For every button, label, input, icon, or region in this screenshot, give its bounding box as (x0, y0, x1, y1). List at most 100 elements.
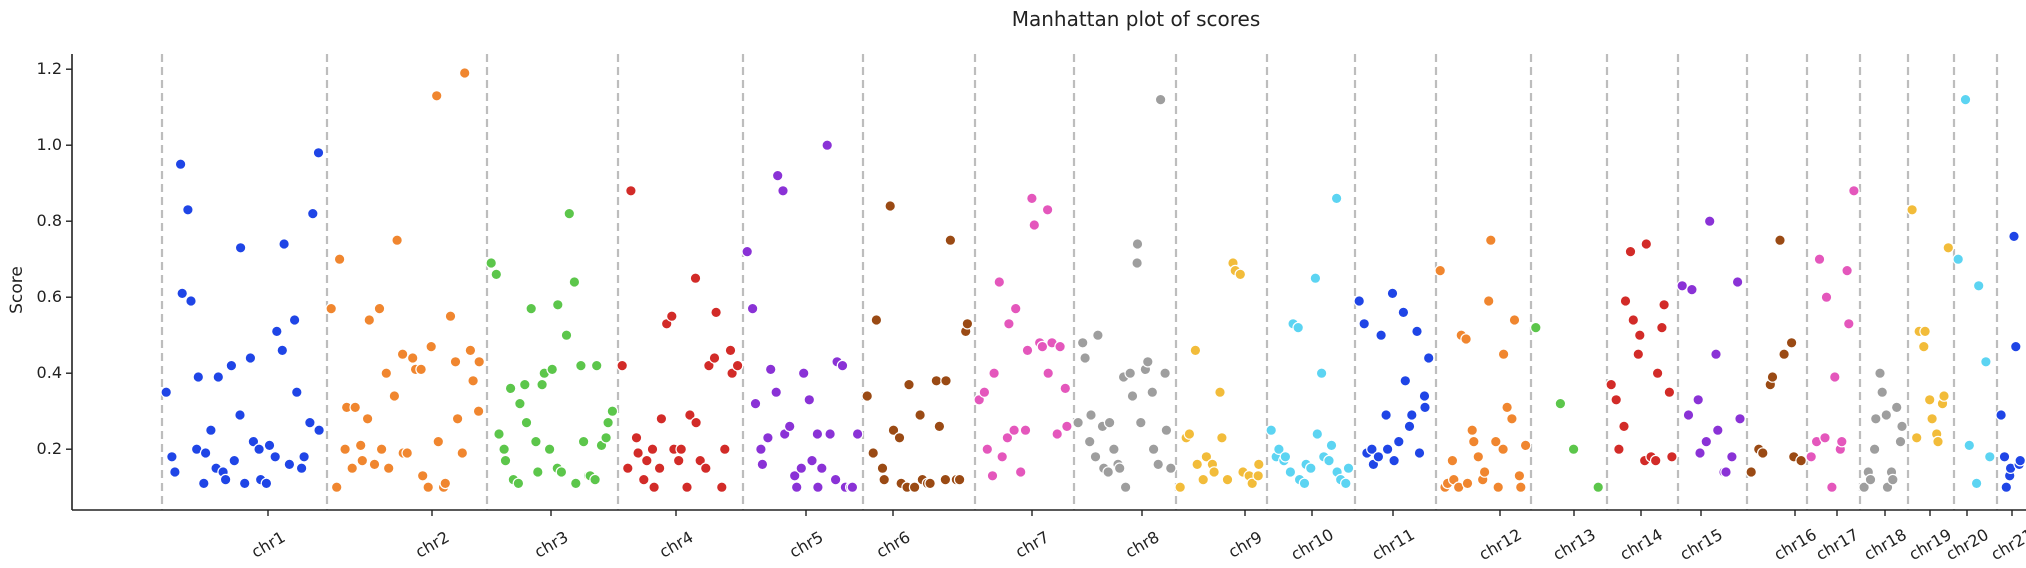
data-point (655, 412, 668, 425)
data-point (425, 340, 437, 353)
data-point (1309, 272, 1322, 284)
data-point (1147, 443, 1160, 455)
data-point (238, 477, 251, 490)
data-point (283, 458, 296, 471)
data-point (731, 359, 744, 372)
data-point (458, 67, 471, 79)
data-point (198, 477, 210, 490)
data-point (1970, 477, 1983, 490)
x-tick-label: chr11 (1369, 525, 1418, 564)
data-point (884, 200, 896, 212)
data-point (278, 238, 290, 250)
data-point (464, 344, 477, 357)
data-point (746, 302, 759, 315)
data-point (518, 378, 531, 391)
data-point (543, 443, 556, 455)
data-point (1651, 367, 1664, 379)
data-point (174, 158, 187, 170)
y-tick-label: 0.4 (37, 363, 62, 382)
data-point (1686, 283, 1698, 296)
data-point (577, 435, 590, 448)
data-point (878, 473, 890, 486)
data-point (1174, 481, 1186, 493)
data-point (771, 169, 784, 182)
data-point (770, 386, 782, 398)
data-point (422, 481, 434, 493)
data-point (205, 424, 217, 436)
data-point (1482, 295, 1495, 307)
data-point (724, 344, 737, 357)
data-point (349, 401, 361, 414)
data-point (1021, 344, 1034, 357)
x-tick-label: chr6 (873, 527, 913, 561)
data-point (1386, 287, 1399, 300)
data-point (1279, 450, 1292, 463)
data-point (1864, 473, 1877, 486)
data-point (1292, 321, 1304, 334)
data-point (803, 393, 816, 406)
data-point (1497, 348, 1510, 360)
data-point (192, 371, 205, 383)
data-point (1246, 477, 1258, 490)
y-tick-label: 0.8 (37, 211, 62, 230)
data-point (836, 359, 849, 372)
data-point (665, 310, 678, 322)
data-point (777, 185, 789, 197)
data-point (1766, 371, 1779, 383)
data-point (961, 317, 974, 330)
data-point (514, 397, 526, 410)
data-point (1388, 454, 1400, 467)
y-axis: 0.2 0.4 0.6 0.8 1.0 1.2 (37, 54, 73, 510)
data-point (304, 416, 316, 429)
data-point (1214, 386, 1226, 398)
data-point (821, 139, 833, 151)
data-point (978, 386, 991, 398)
data-point (1340, 477, 1352, 490)
x-tick-label: chr16 (1771, 525, 1820, 564)
data-point (313, 424, 325, 436)
data-point (531, 466, 544, 478)
data-point (1887, 473, 1899, 486)
data-point (1700, 435, 1713, 448)
data-point (1492, 481, 1504, 493)
data-point (1554, 397, 1567, 410)
data-point (867, 447, 879, 459)
data-point (1366, 443, 1378, 455)
data-point (944, 234, 957, 246)
data-point (648, 481, 660, 493)
data-point (1613, 443, 1625, 455)
data-point (806, 454, 818, 467)
data-point (694, 454, 706, 467)
data-point (708, 352, 721, 364)
data-point (1200, 450, 1213, 463)
data-point (1682, 409, 1695, 421)
x-tick-label: chr12 (1476, 525, 1525, 564)
data-point (1731, 276, 1744, 288)
data-point (1497, 443, 1509, 455)
data-point (269, 450, 281, 463)
data-point (1375, 329, 1387, 341)
data-point (1234, 268, 1247, 281)
data-point (1126, 390, 1139, 402)
data-point (1393, 435, 1405, 448)
data-point (225, 359, 238, 372)
data-point (260, 477, 273, 490)
data-point (1061, 420, 1073, 433)
data-point (703, 359, 715, 372)
data-point (1434, 264, 1446, 277)
data-point (699, 462, 712, 474)
data-point (1028, 219, 1041, 231)
x-tick-label: chr15 (1677, 525, 1726, 564)
data-point (1041, 204, 1054, 216)
data-point (1358, 317, 1370, 330)
data-point (1042, 367, 1054, 379)
data-point (536, 378, 548, 391)
data-point (829, 473, 842, 486)
data-point (1998, 450, 2011, 463)
data-point (485, 257, 497, 269)
x-axis: chr1 chr2 chr3 chr4 chr5 chr6 chr7 chr8 chr9 chr1… (72, 509, 2026, 564)
data-point (1819, 431, 1831, 444)
data-point (986, 469, 999, 482)
data-point (788, 469, 801, 482)
data-point (797, 367, 810, 379)
